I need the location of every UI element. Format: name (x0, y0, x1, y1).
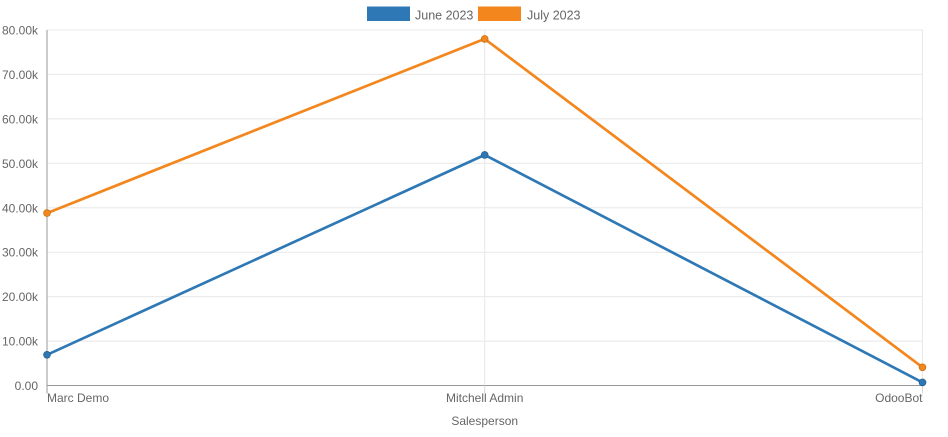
svg-text:40.00k: 40.00k (2, 201, 39, 215)
svg-text:20.00k: 20.00k (2, 290, 39, 304)
svg-text:Marc Demo: Marc Demo (47, 391, 109, 405)
svg-text:OdooBot: OdooBot (875, 391, 923, 405)
svg-text:Mitchell Admin: Mitchell Admin (446, 391, 523, 405)
svg-text:60.00k: 60.00k (2, 112, 39, 126)
svg-text:July 2023: July 2023 (527, 9, 581, 23)
svg-text:80.00k: 80.00k (2, 24, 39, 38)
svg-text:10.00k: 10.00k (2, 335, 39, 349)
svg-text:50.00k: 50.00k (2, 157, 39, 171)
svg-text:Salesperson: Salesperson (451, 414, 518, 428)
svg-text:30.00k: 30.00k (2, 246, 39, 260)
svg-text:70.00k: 70.00k (2, 68, 39, 82)
svg-text:0.00: 0.00 (15, 379, 39, 393)
svg-text:June 2023: June 2023 (415, 9, 473, 23)
